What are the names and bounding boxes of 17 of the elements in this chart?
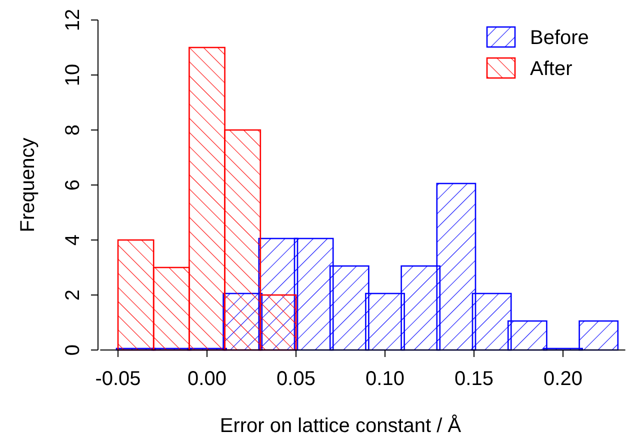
y-tick-label: 0 (62, 344, 84, 356)
x-tick-label: 0.00 (188, 368, 226, 390)
y-axis-title: Frequency (17, 138, 39, 232)
y-tick-label: 12 (62, 8, 84, 32)
legend-label: After (530, 58, 573, 80)
x-tick-label: 0.20 (544, 368, 582, 390)
x-tick-label: 0.10 (366, 368, 404, 390)
y-tick-label: 6 (62, 179, 84, 191)
y-tick-label: 2 (62, 289, 84, 301)
x-axis-title: Error on lattice constant / Å (220, 414, 462, 437)
legend-label: Before (530, 27, 589, 49)
y-tick-label: 4 (62, 234, 84, 246)
x-tick-label: 0.05 (276, 368, 316, 390)
y-tick-label: 8 (62, 124, 84, 136)
x-tick-label: 0.15 (454, 368, 494, 390)
y-tick-label: 10 (62, 64, 84, 86)
x-tick-label: -0.05 (95, 368, 141, 390)
